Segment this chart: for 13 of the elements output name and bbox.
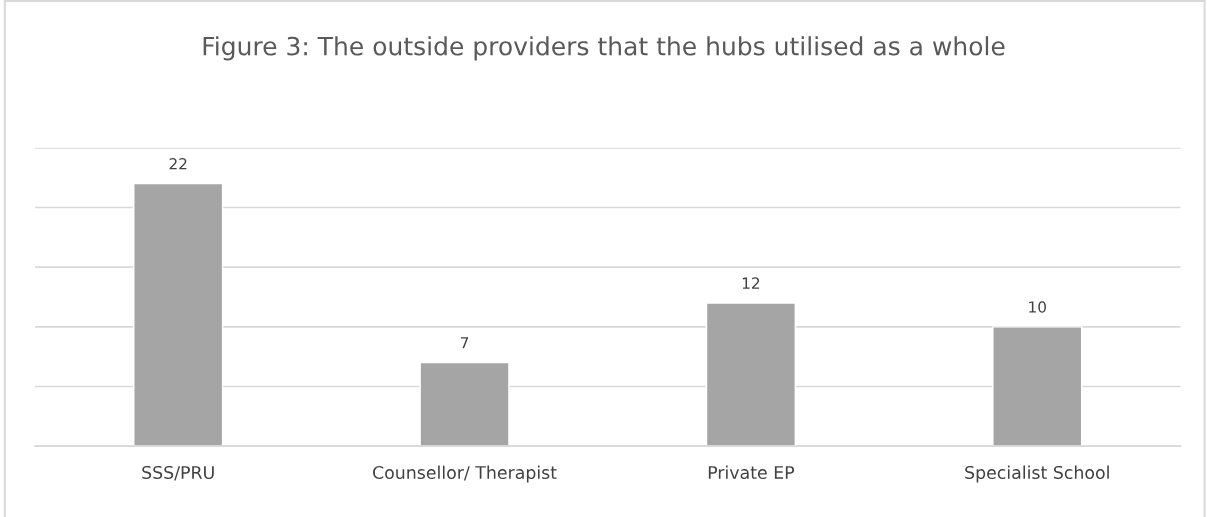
x-tick-label: Private EP xyxy=(708,465,795,480)
chart-title: Figure 3: The outside providers that the hubs utilised as a whole xyxy=(203,36,1005,61)
data-label: 10 xyxy=(1029,301,1046,313)
x-tick-label: Specialist School xyxy=(965,465,1109,483)
x-tick-label: SSS/PRU xyxy=(142,465,214,481)
data-label: 22 xyxy=(169,158,187,170)
bar xyxy=(419,361,510,447)
x-tick-label: Counsellor/ Therapist xyxy=(373,465,557,483)
data-label: 12 xyxy=(742,277,760,289)
data-label: 7 xyxy=(460,337,469,349)
bar xyxy=(133,182,224,447)
bar xyxy=(705,302,796,447)
bar xyxy=(992,326,1083,447)
